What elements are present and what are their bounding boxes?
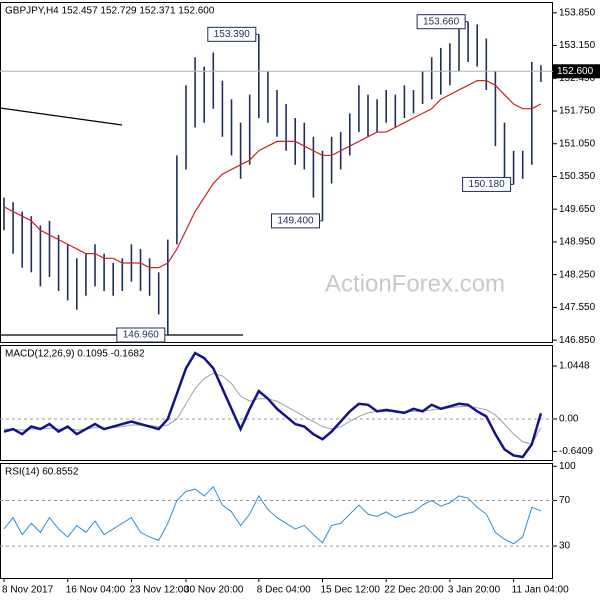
y-tick-label: 146.850	[559, 335, 596, 346]
annotation-box	[416, 14, 466, 30]
indicator-line	[3, 351, 543, 459]
y-tick-label: 153.850	[559, 7, 596, 18]
x-tick-label: 8 Dec 04:00	[257, 585, 311, 596]
x-tick-label: 3 Jan 20:00	[448, 585, 501, 596]
trend-line	[0, 107, 123, 126]
y-tick-label: 151.050	[559, 138, 596, 149]
y-tick-label: 151.750	[559, 106, 596, 117]
x-tick-label: 8 Nov 2017	[2, 585, 54, 596]
watermark: ActionForex.com	[325, 270, 505, 297]
x-tick-label: 16 Nov 04:00	[66, 585, 126, 596]
last-price-box	[553, 64, 600, 79]
x-tick-label: 22 Dec 20:00	[384, 585, 444, 596]
panel-title: MACD(12,26,9) 0.1095 -0.1682	[5, 349, 145, 360]
annotation-label: 146.960	[123, 330, 160, 341]
y-tick-label: 1.0448	[559, 361, 590, 372]
annotation-box	[271, 213, 320, 229]
y-tick-label: 30	[559, 541, 571, 552]
y-tick-label: 70	[559, 495, 571, 506]
y-tick-label: 0.00	[559, 414, 579, 425]
annotation-label: 153.660	[423, 16, 460, 27]
annotation-box	[207, 26, 257, 42]
moving-average	[3, 80, 542, 269]
y-tick-label: 150.350	[559, 171, 596, 182]
x-tick-label: 11 Jan 04:00	[512, 585, 570, 596]
panel-title: RSI(14) 60.8552	[5, 467, 79, 478]
y-tick-label: 148.950	[559, 237, 596, 248]
y-tick-label: 148.250	[559, 269, 596, 280]
indicator-line	[3, 485, 542, 545]
annotation-box	[462, 176, 512, 192]
indicator-line	[4, 372, 542, 445]
y-tick-label: 100	[559, 461, 576, 472]
annotation-label: 149.400	[277, 216, 314, 227]
y-tick-label: 147.550	[559, 302, 596, 313]
y-tick-label: 153.150	[559, 40, 596, 51]
x-tick-label: 15 Dec 12:00	[321, 585, 381, 596]
y-tick-label: 149.650	[559, 204, 596, 215]
annotation-box	[116, 327, 166, 343]
y-tick-label: -0.6409	[559, 446, 593, 457]
x-tick-label: 23 Nov 12:00	[129, 585, 189, 596]
price-frame	[0, 2, 553, 343]
macd-frame	[0, 345, 553, 461]
annotation-label: 150.180	[469, 179, 506, 190]
x-tick-label: 30 Nov 20:00	[184, 585, 244, 596]
y-tick-label: 152.450	[559, 73, 596, 84]
rsi-frame	[0, 463, 553, 579]
panel-title: GBPJPY,H4 152.457 152.729 152.371 152.60…	[5, 6, 215, 17]
last-price-label: 152.600	[557, 66, 594, 77]
annotation-label: 153.390	[214, 29, 251, 40]
